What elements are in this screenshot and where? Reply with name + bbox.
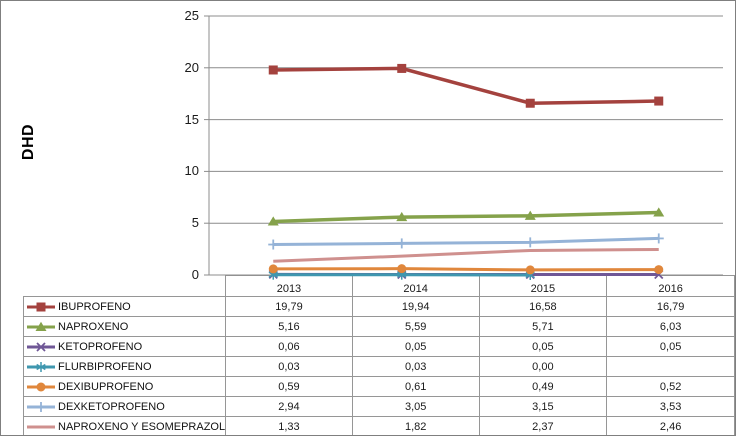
legend-key-icon [27,302,55,311]
plus-marker-icon [653,233,664,244]
series-line [273,248,659,263]
value-cell: 16,58 [478,296,608,317]
y-axis-tick-label: 25 [184,8,199,23]
plus-marker-icon [36,401,46,412]
circle-marker-icon [654,265,664,275]
plus-marker-icon [525,237,536,248]
square-marker-icon [397,63,407,73]
value-cell: 0,06 [225,336,353,357]
legend-key-icon [27,341,55,352]
value-cell: 0,03 [225,356,353,377]
series-label: FLURBIPROFENO [58,360,152,373]
value-cell: 5,16 [225,316,353,337]
legend-key-icon [27,425,55,428]
y-axis-tick-label: 10 [184,163,199,179]
table-row: IBUPROFENO 19,79 19,94 16,58 16,79 [22,296,735,317]
x-marker-icon [36,341,46,352]
series-line [273,236,659,247]
chart-data-table: 2013 2014 2015 2016 IBUPROFENO 19,79 19,94 16,5… [22,275,735,435]
value-cell: 2,46 [606,416,735,435]
value-cell: 19,79 [225,296,353,317]
table-row: DEXIBUPROFENO 0,59 0,61 0,49 0,52 [22,376,735,397]
series-legend-cell: NAPROXENO Y ESOMEPRAZOL [22,416,227,435]
value-cell: 3,05 [351,396,480,417]
circle-marker-icon [397,264,407,274]
table-row: FLURBIPROFENO 0,03 0,03 0,00 [22,356,735,377]
y-axis-tick-label: 5 [191,215,199,231]
series-line [273,267,659,272]
series-label: KETOPROFENO [58,340,143,353]
series-legend-cell: KETOPROFENO [22,336,227,357]
table-corner-cell [24,276,226,297]
value-cell: 0,59 [225,376,353,397]
table-row: DEXKETOPROFENO 2,94 3,05 3,15 3,53 [22,396,735,417]
series-legend-cell: DEXKETOPROFENO [22,396,227,417]
value-cell: 1,33 [225,416,353,435]
value-cell: 0,05 [351,336,480,357]
square-marker-icon [268,65,278,75]
square-marker-icon [525,98,535,108]
value-cell: 5,59 [351,316,480,337]
legend-key-icon [27,382,55,391]
series-label: DEXIBUPROFENO [58,380,154,393]
value-cell: 2,94 [225,396,353,417]
y-axis-title: DHD [20,123,37,161]
series-legend-cell: DEXIBUPROFENO [22,376,227,397]
x-axis-label: 2014 [351,275,480,297]
asterisk-marker-icon [36,361,46,372]
triangle-marker-icon [267,216,279,226]
value-cell: 5,71 [478,316,608,337]
series-line [273,66,659,105]
series-label: DEXKETOPROFENO [58,400,165,413]
y-axis-tick-label: 20 [184,59,199,75]
y-axis-tick-label: 0 [191,267,199,282]
x-axis-row: 2013 2014 2015 2016 [24,275,735,297]
square-marker-icon [36,302,46,311]
x-axis-label: 2013 [225,275,353,297]
table-row: KETOPROFENO 0,06 0,05 0,05 0,05 [22,336,735,357]
triangle-marker-icon [396,211,408,222]
legend-key-icon [27,321,55,331]
circle-marker-icon [36,382,46,391]
triangle-marker-icon [653,207,665,217]
value-cell: 0,05 [478,336,608,357]
value-cell: 19,94 [351,296,480,317]
value-cell: 0,49 [478,376,608,397]
value-cell: 1,82 [351,416,480,435]
square-marker-icon [654,96,664,106]
series-legend-cell: FLURBIPROFENO [22,356,227,377]
series-line [273,210,659,224]
x-axis-label: 2015 [478,275,608,297]
series-label: NAPROXENO [58,320,129,333]
value-cell: 16,79 [606,296,735,317]
value-cell: 0,05 [606,336,735,357]
value-cell: 3,53 [606,396,735,417]
circle-marker-icon [525,265,535,275]
value-cell: 2,37 [478,416,608,435]
value-cell: 0,52 [606,376,735,397]
plus-marker-icon [396,238,407,249]
series-label: NAPROXENO Y ESOMEPRAZOL [58,420,226,433]
series-legend-cell: NAPROXENO [22,316,227,337]
x-axis-label: 2016 [606,275,735,297]
plus-marker-icon [268,239,279,250]
circle-marker-icon [268,264,278,274]
y-axis-tick-label: 15 [184,111,199,127]
value-cell: 0,03 [351,356,480,377]
triangle-marker-icon [35,321,47,331]
legend-key-icon [27,401,55,412]
series-label: IBUPROFENO [58,300,131,313]
value-cell: 0,61 [351,376,480,397]
table-row: NAPROXENO Y ESOMEPRAZOL 1,33 1,82 2,37 2,46 [22,416,735,435]
series-legend-cell: IBUPROFENO [22,296,227,317]
triangle-marker-icon [524,210,536,220]
value-cell [606,356,735,377]
value-cell: 6,03 [606,316,735,337]
value-cell: 3,15 [478,396,608,417]
table-row: NAPROXENO 5,16 5,59 5,71 6,03 [22,316,735,337]
legend-key-icon [27,361,55,372]
value-cell: 0,00 [478,356,608,377]
